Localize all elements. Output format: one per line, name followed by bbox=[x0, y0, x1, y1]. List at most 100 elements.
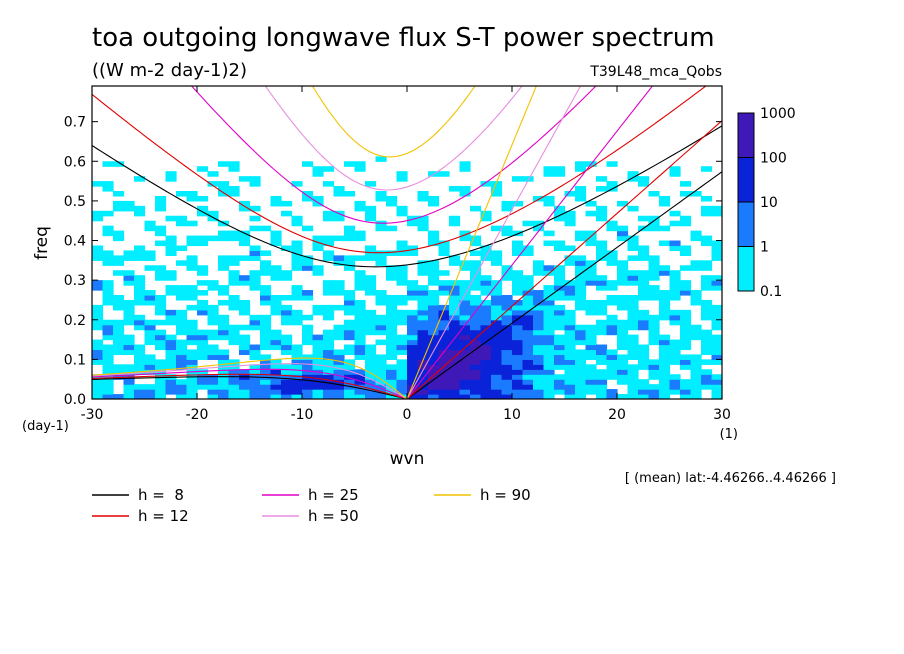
spectrum-cell bbox=[144, 359, 156, 365]
spectrum-cell bbox=[711, 359, 722, 365]
spectrum-cell bbox=[543, 171, 555, 177]
spectrum-cell bbox=[491, 389, 503, 395]
spectrum-cell bbox=[533, 299, 545, 306]
spectrum-cell bbox=[701, 210, 713, 217]
spectrum-cell bbox=[344, 394, 356, 399]
spectrum-cell bbox=[239, 240, 251, 247]
latitude-note: [ (mean) lat:-4.46266..4.46266 ] bbox=[625, 471, 836, 486]
spectrum-cell bbox=[711, 389, 722, 395]
spectrum-cell bbox=[491, 260, 503, 266]
spectrum-cell bbox=[228, 230, 240, 237]
spectrum-cell bbox=[543, 299, 555, 306]
spectrum-cell bbox=[680, 220, 692, 227]
spectrum-cell bbox=[659, 369, 671, 375]
spectrum-cell bbox=[344, 349, 356, 356]
spectrum-cell bbox=[659, 394, 671, 399]
spectrum-cell bbox=[470, 354, 482, 360]
spectrum-cell bbox=[701, 374, 713, 380]
spectrum-cell bbox=[354, 230, 366, 237]
spectrum-cell bbox=[449, 260, 461, 266]
spectrum-cell bbox=[659, 299, 671, 306]
spectrum-cell bbox=[554, 334, 566, 341]
spectrum-cell bbox=[155, 394, 167, 399]
spectrum-cell bbox=[228, 260, 240, 266]
spectrum-cell bbox=[575, 290, 587, 296]
spectrum-cell bbox=[312, 359, 324, 365]
spectrum-cell bbox=[323, 166, 335, 172]
spectrum-cell bbox=[365, 379, 377, 385]
spectrum-cell bbox=[354, 349, 366, 356]
spectrum-cell bbox=[585, 260, 597, 266]
spectrum-cell bbox=[533, 225, 545, 232]
spectrum-cell bbox=[333, 280, 345, 286]
spectrum-cell bbox=[606, 220, 618, 227]
y-tick-label: 0.5 bbox=[64, 194, 86, 210]
spectrum-cell bbox=[239, 235, 251, 242]
spectrum-cell bbox=[617, 275, 629, 281]
spectrum-cell bbox=[176, 349, 188, 356]
spectrum-cell bbox=[291, 364, 303, 370]
spectrum-cell bbox=[375, 314, 387, 321]
spectrum-cell bbox=[134, 290, 146, 296]
spectrum-cell bbox=[333, 304, 345, 311]
spectrum-cell bbox=[365, 374, 377, 380]
spectrum-cell bbox=[554, 304, 566, 311]
spectrum-cell bbox=[575, 299, 587, 306]
spectrum-cell bbox=[270, 195, 282, 202]
spectrum-cell bbox=[648, 255, 660, 261]
spectrum-cell bbox=[312, 309, 324, 316]
spectrum-cell bbox=[291, 394, 303, 399]
spectrum-cell bbox=[186, 220, 198, 227]
spectrum-cell bbox=[123, 304, 135, 311]
spectrum-cell bbox=[501, 270, 513, 276]
spectrum-cell bbox=[176, 324, 188, 331]
spectrum-cell bbox=[470, 265, 482, 271]
spectrum-cell bbox=[606, 161, 618, 167]
spectrum-cell bbox=[281, 319, 293, 326]
spectrum-cell bbox=[512, 290, 524, 296]
spectrum-cell bbox=[218, 260, 230, 266]
spectrum-cell bbox=[648, 394, 660, 399]
spectrum-cell bbox=[501, 389, 513, 395]
spectrum-cell bbox=[648, 295, 660, 301]
spectrum-cell bbox=[417, 225, 429, 232]
spectrum-cell bbox=[113, 190, 125, 197]
spectrum-cell bbox=[365, 394, 377, 399]
spectrum-cell bbox=[470, 389, 482, 395]
spectrum-cell bbox=[701, 369, 713, 375]
spectrum-cell bbox=[669, 171, 681, 177]
spectrum-cell bbox=[102, 280, 114, 286]
spectrum-cell bbox=[480, 285, 492, 291]
spectrum-cell bbox=[575, 230, 587, 237]
spectrum-cell bbox=[638, 309, 650, 316]
spectrum-cell bbox=[533, 270, 545, 276]
spectrum-cell bbox=[491, 186, 503, 192]
spectrum-cell bbox=[249, 369, 261, 375]
spectrum-cell bbox=[543, 295, 555, 301]
spectrum-cell bbox=[606, 285, 618, 291]
spectrum-cell bbox=[501, 275, 513, 281]
spectrum-cell bbox=[554, 210, 566, 217]
spectrum-cell bbox=[554, 166, 566, 172]
spectrum-cell bbox=[344, 230, 356, 237]
spectrum-cell bbox=[186, 379, 198, 385]
spectrum-cell bbox=[438, 250, 450, 256]
spectrum-cell bbox=[155, 309, 167, 316]
spectrum-cell bbox=[543, 200, 555, 207]
spectrum-cell bbox=[102, 181, 114, 187]
spectrum-cell bbox=[627, 255, 639, 261]
spectrum-cell bbox=[585, 280, 597, 286]
spectrum-cell bbox=[228, 235, 240, 242]
spectrum-cell bbox=[417, 304, 429, 311]
spectrum-cell bbox=[533, 364, 545, 370]
spectrum-cell bbox=[428, 299, 440, 306]
spectrum-cell bbox=[281, 349, 293, 356]
spectrum-cell bbox=[470, 304, 482, 311]
spectrum-cell bbox=[575, 329, 587, 336]
spectrum-cell bbox=[491, 374, 503, 380]
spectrum-cell bbox=[428, 354, 440, 360]
spectrum-cell bbox=[428, 339, 440, 346]
spectrum-cell bbox=[354, 314, 366, 321]
spectrum-cell bbox=[386, 394, 398, 399]
spectrum-cell bbox=[617, 295, 629, 301]
